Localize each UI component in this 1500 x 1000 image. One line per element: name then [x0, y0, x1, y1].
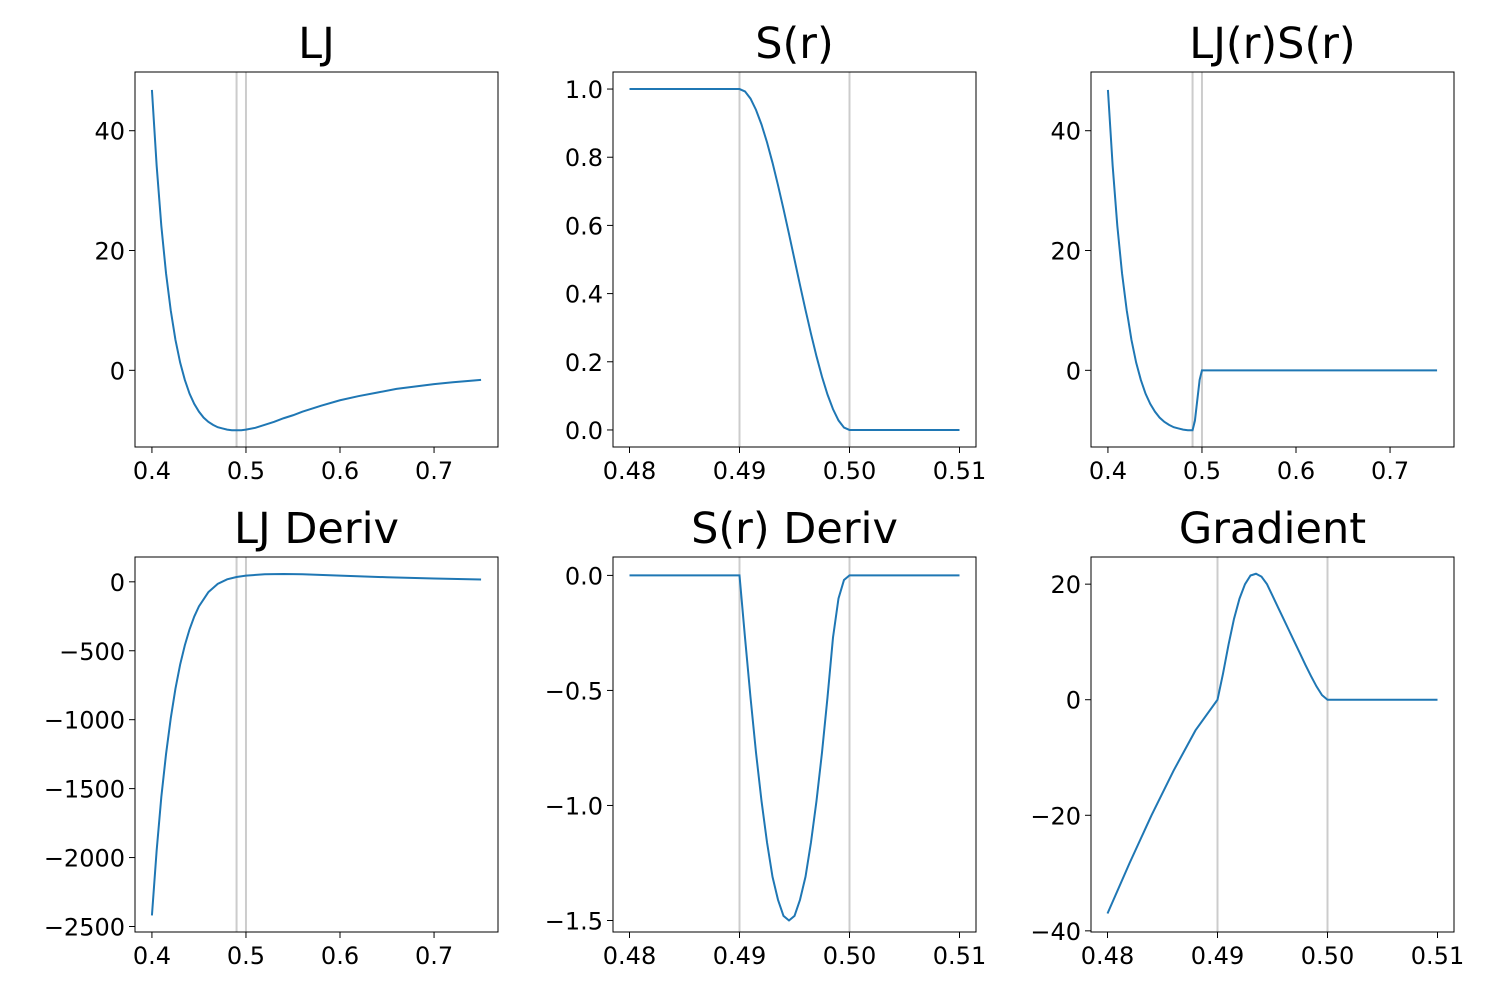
y-tick-label-s-3: 0.6 — [565, 212, 603, 240]
y-tick-label-ljd-5: 0 — [110, 569, 125, 597]
series-line-sd-0 — [629, 574, 960, 922]
x-tick-label-sd-1: 0.49 — [713, 942, 766, 970]
x-tick-label-s-1: 0.49 — [713, 457, 766, 485]
x-tick-label-ljd-2: 0.6 — [321, 942, 359, 970]
panel-title-lj: LJ — [298, 19, 335, 69]
panel-title-ljs: LJ(r)S(r) — [1189, 19, 1355, 69]
y-tick-label-ljs-1: 20 — [1050, 238, 1081, 266]
y-tick-label-ljd-3: −1000 — [44, 707, 125, 735]
y-tick-label-grad-1: −20 — [1030, 802, 1081, 830]
y-tick-label-ljd-1: −2000 — [44, 845, 125, 873]
y-tick-label-ljs-2: 40 — [1050, 118, 1081, 146]
series-line-s-0 — [629, 88, 960, 431]
x-tick-label-s-0: 0.48 — [603, 457, 656, 485]
axes-frame-s — [612, 71, 977, 448]
y-tick-label-ljd-0: −2500 — [44, 913, 125, 941]
y-tick-label-s-0: 0.0 — [565, 417, 603, 445]
x-tick-label-sd-2: 0.50 — [823, 942, 876, 970]
y-tick-label-grad-3: 20 — [1050, 571, 1081, 599]
panel-sd: S(r) Deriv 0.48 0.49 0.50 0.51 −1.5 −1.0 −0.5 0.… — [545, 504, 987, 970]
x-tick-label-lj-0: 0.4 — [133, 457, 171, 485]
x-tick-label-grad-0: 0.48 — [1081, 942, 1134, 970]
series-line-lj-0 — [150, 89, 482, 432]
y-tick-label-sd-2: −0.5 — [545, 677, 603, 705]
x-tick-label-grad-1: 0.49 — [1191, 942, 1244, 970]
x-tick-label-ljs-3: 0.7 — [1371, 457, 1409, 485]
y-tick-label-s-5: 1.0 — [565, 76, 603, 104]
y-tick-label-grad-2: 0 — [1066, 687, 1081, 715]
y-tick-label-s-4: 0.8 — [565, 144, 603, 172]
y-tick-label-sd-1: −1.0 — [545, 792, 603, 820]
x-tick-label-ljs-0: 0.4 — [1089, 457, 1127, 485]
x-tick-label-s-2: 0.50 — [823, 457, 876, 485]
panel-title-s: S(r) — [755, 19, 834, 69]
axes-frame-ljs — [1090, 71, 1455, 448]
panel-s: S(r) 0.48 0.49 0.50 0.51 0.0 0.2 0.4 0.6 0.8 1.0 — [565, 19, 986, 485]
y-tick-label-ljd-4: −500 — [59, 638, 125, 666]
series-line-ljs-0 — [1106, 89, 1438, 432]
y-tick-label-s-2: 0.4 — [565, 281, 603, 309]
x-tick-label-ljd-1: 0.5 — [227, 942, 265, 970]
axes-frame-ljd — [134, 556, 499, 933]
y-tick-label-lj-1: 20 — [94, 238, 125, 266]
x-tick-label-grad-3: 0.51 — [1411, 942, 1464, 970]
x-tick-label-lj-1: 0.5 — [227, 457, 265, 485]
x-tick-label-sd-0: 0.48 — [603, 942, 656, 970]
x-tick-label-sd-3: 0.51 — [933, 942, 986, 970]
y-tick-label-lj-0: 0 — [110, 357, 125, 385]
x-tick-label-ljd-3: 0.7 — [415, 942, 453, 970]
axes-frame-sd — [612, 556, 977, 933]
series-line-ljd-0 — [150, 572, 482, 916]
panel-lj: LJ 0.4 0.5 0.6 0.7 0 20 40 — [94, 19, 499, 485]
y-tick-label-ljs-0: 0 — [1066, 357, 1081, 385]
panel-ljs: LJ(r)S(r) 0.4 0.5 0.6 0.7 0 20 40 — [1050, 19, 1455, 485]
x-tick-label-ljs-2: 0.6 — [1277, 457, 1315, 485]
series-line-grad-0 — [1106, 572, 1438, 914]
y-tick-label-sd-0: −1.5 — [545, 907, 603, 935]
x-tick-label-ljs-1: 0.5 — [1183, 457, 1221, 485]
panel-grad: Gradient 0.48 0.49 0.50 0.51 −40 −20 0 20 — [1030, 504, 1464, 970]
x-tick-label-s-3: 0.51 — [933, 457, 986, 485]
panel-title-sd: S(r) Deriv — [691, 504, 898, 554]
x-tick-label-lj-3: 0.7 — [415, 457, 453, 485]
x-tick-label-lj-2: 0.6 — [321, 457, 359, 485]
x-tick-label-grad-2: 0.50 — [1301, 942, 1354, 970]
panel-title-grad: Gradient — [1179, 504, 1366, 554]
panel-ljd: LJ Deriv 0.4 0.5 0.6 0.7 −2500 −2000 −1500 −1000… — [44, 504, 499, 970]
panel-title-ljd: LJ Deriv — [234, 504, 399, 554]
axes-frame-grad — [1090, 556, 1455, 933]
axes-frame-lj — [134, 71, 499, 448]
y-tick-label-sd-3: 0.0 — [565, 562, 603, 590]
y-tick-label-grad-0: −40 — [1030, 918, 1081, 946]
y-tick-label-ljd-2: −1500 — [44, 776, 125, 804]
y-tick-label-s-1: 0.2 — [565, 349, 603, 377]
x-tick-label-ljd-0: 0.4 — [133, 942, 171, 970]
y-tick-label-lj-2: 40 — [94, 118, 125, 146]
